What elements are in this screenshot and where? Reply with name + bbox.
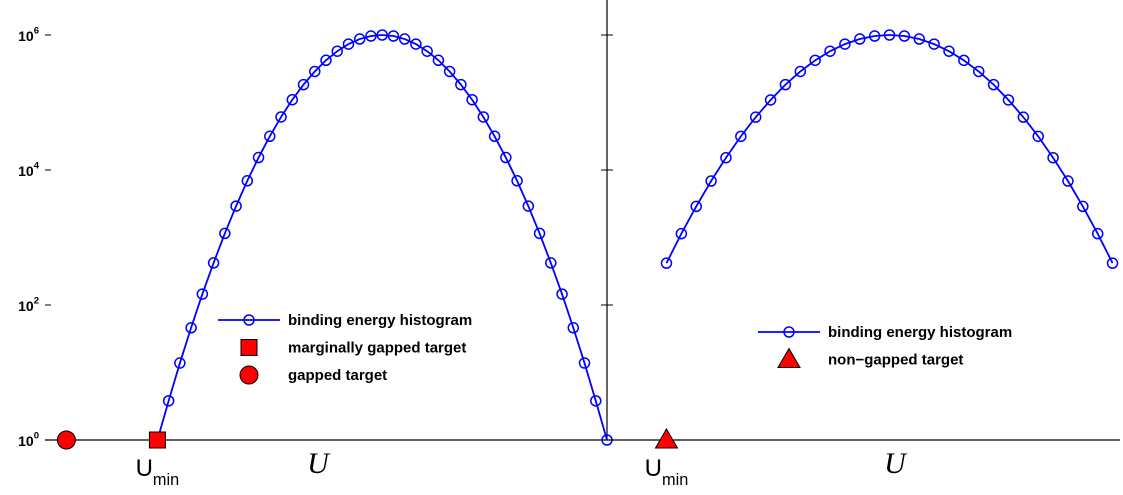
data-point [488,130,501,143]
data-point [1062,175,1074,187]
x-axis-label: U [307,447,331,480]
data-point [387,30,400,42]
data-point [928,38,940,50]
data-point [207,257,220,269]
data-point [320,54,332,67]
data-point [398,33,411,45]
data-point [500,151,512,164]
data-point [477,111,490,123]
legend-label: binding energy histogram [288,312,472,329]
data-point [1077,200,1089,213]
data-point [824,45,836,57]
data-point [972,65,985,78]
data-point [331,45,343,57]
data-point [987,78,1000,91]
data-point [675,227,688,240]
data-point [1017,111,1030,123]
data-point [779,78,792,91]
data-point [556,288,568,300]
data-point [162,395,175,407]
data-point [455,78,467,91]
data-point [1002,94,1015,106]
data-point [342,38,355,50]
data-point [522,200,535,212]
y-tick-label: 100 [18,430,39,448]
annotation: Umin [645,455,689,489]
data-point [148,431,166,449]
data-point [309,65,321,78]
legend-symbol [783,326,795,338]
data-point [898,30,911,42]
data-point [749,111,762,123]
data-point [365,30,377,42]
data-point [511,175,523,187]
legend-label: non−gapped target [828,351,963,368]
data-point [735,130,747,143]
data-point [376,29,388,41]
legend-label: binding energy histogram [828,324,1012,341]
legend-label: gapped target [288,367,387,384]
data-point [196,288,209,300]
legend-label: marginally gapped target [288,339,466,356]
y-tick-label: 106 [18,25,39,43]
data-point [432,54,445,67]
data-point [185,322,197,334]
data-point [545,257,557,269]
series-line [156,34,608,441]
data-point [794,65,807,78]
data-point [410,38,422,50]
data-point [241,175,254,187]
data-point [219,227,231,240]
legend-symbol [777,347,801,368]
data-point [252,151,265,164]
data-point [690,200,702,213]
data-point [1032,130,1044,143]
data-point [264,130,276,143]
data-point [567,322,580,334]
data-point [809,54,821,67]
data-point [174,357,186,369]
legend-symbol [240,339,258,356]
y-tick-label: 102 [18,295,39,313]
data-point [705,175,717,187]
y-tick-label: 104 [18,160,40,178]
data-point [56,430,76,450]
data-point [578,357,591,369]
data-point [443,65,456,78]
data-point [1047,151,1059,164]
data-point [660,257,673,269]
data-point [421,45,433,57]
data-point [958,54,970,67]
data-point [913,33,926,45]
x-axis-label: U [884,447,908,480]
data-point [720,151,732,164]
data-point [868,30,881,42]
annotation: Umin [136,455,180,489]
data-point [1091,227,1104,240]
data-point [275,111,287,123]
data-point [883,29,896,41]
data-point [1106,257,1119,269]
data-point [764,94,777,106]
legend-symbol [243,314,255,326]
legend-symbol [239,365,259,385]
data-point [839,38,851,50]
data-point [230,200,242,212]
data-point [466,93,478,106]
data-point [533,227,546,240]
data-point [297,78,310,91]
data-point [654,428,679,449]
data-point [854,33,866,45]
data-point [943,45,955,57]
data-point [353,33,366,45]
series-line [665,34,1114,264]
data-point [590,395,602,407]
data-point [286,93,299,106]
